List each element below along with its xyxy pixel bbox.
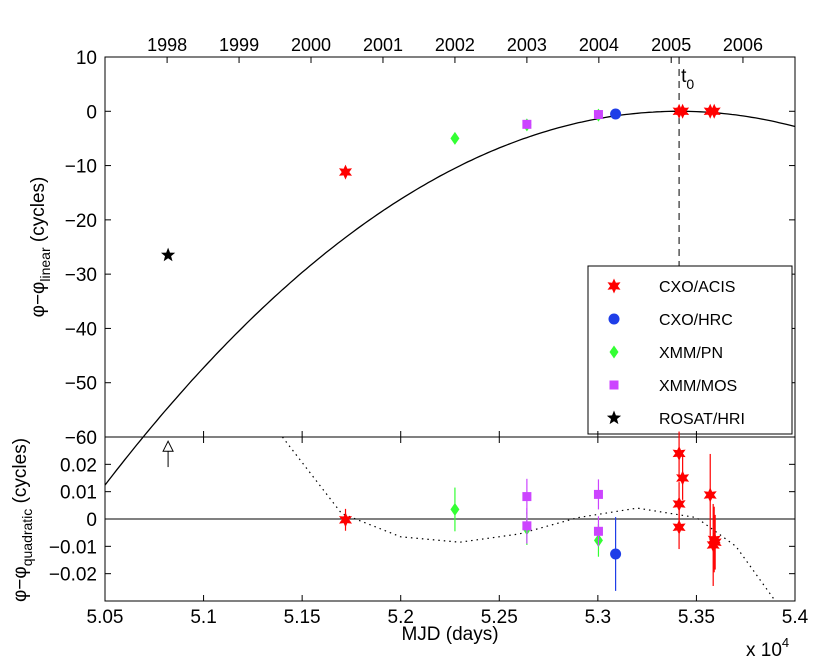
point-cxo-hrc	[610, 108, 622, 120]
t0-label-main: t	[681, 66, 687, 87]
point-cxo-acis	[707, 103, 721, 119]
y-tick-label: 0.02	[60, 455, 97, 476]
residual-point-cxo-acis	[708, 534, 722, 550]
legend-marker-xmm-mos	[609, 380, 619, 390]
top-y-axis-label: φ−φlinear (cycles)	[28, 177, 53, 318]
t0-label: t0	[681, 66, 694, 92]
year-label: 2005	[651, 35, 691, 55]
top-y-label-sub: linear	[37, 247, 53, 282]
residual-point-cxo-acis	[672, 519, 686, 535]
x-multiplier: x 104	[746, 635, 789, 659]
t0-label-sub: 0	[686, 76, 694, 92]
legend-label: CXO/ACIS	[659, 279, 735, 296]
y-tick-label: −60	[65, 428, 97, 449]
legend-marker-rosat-hri	[606, 410, 622, 425]
year-label: 1998	[147, 35, 187, 55]
y-tick-label: 10	[76, 48, 97, 69]
year-label: 2002	[435, 35, 475, 55]
bottom-y-axis-label: φ−φquadratic (cycles)	[10, 438, 35, 602]
top-y-label-unit: (cycles)	[28, 177, 49, 248]
top-y-label-main: φ−φ	[28, 282, 49, 318]
legend-label: XMM/MOS	[659, 378, 737, 395]
y-tick-label: −40	[65, 319, 97, 340]
point-xmm-pn	[450, 131, 460, 145]
top-data-points	[161, 103, 721, 262]
y-tick-label: −0.02	[49, 565, 97, 586]
x-axis-ticks: 5.05 5.1 5.15 5.2 5.25 5.3 5.35 5.4	[87, 431, 809, 628]
y-tick-label: −10	[65, 157, 97, 178]
y-tick-label: 0.01	[60, 483, 97, 504]
residual-point-xmm-pn	[450, 502, 460, 516]
y-tick-label: −30	[65, 265, 97, 286]
year-label: 1999	[219, 35, 259, 55]
bottom-y-label-sub: quadratic	[19, 509, 35, 567]
x-multiplier-base: x 10	[746, 640, 782, 659]
year-label: 2001	[363, 35, 403, 55]
residual-point-cxo-acis	[672, 496, 686, 512]
legend-marker-xmm-pn	[609, 345, 619, 359]
x-tick-label: 5.15	[284, 607, 321, 628]
bottom-y-ticks: 0.02 0.01 0 −0.01 −0.02	[49, 455, 795, 586]
residual-point-cxo-acis	[703, 487, 717, 503]
point-xmm-mos	[522, 119, 532, 129]
top-y-ticks: 10 0 −10 −20 −30 −40 −50 −60	[65, 48, 795, 449]
x-axis-label: MJD (days)	[401, 624, 498, 645]
bottom-panel: 0.02 0.01 0 −0.01 −0.02 φ−φquadratic (cycles…	[10, 431, 796, 602]
legend-label: XMM/PN	[659, 345, 723, 362]
cubic-residual-curve	[105, 436, 795, 602]
residual-point-cxo-acis	[339, 512, 352, 528]
point-cxo-acis	[339, 164, 352, 180]
legend-marker-cxo-hrc	[608, 313, 620, 325]
residual-point-cxo-hrc	[610, 548, 622, 560]
x-tick-label: 5.4	[782, 607, 809, 628]
legend-marker-cxo-acis	[607, 278, 621, 294]
dotted-residual-curve	[281, 436, 776, 602]
legend: CXO/ACIS CXO/HRC XMM/PN XMM/MOS ROSAT/HRI	[587, 265, 793, 435]
y-tick-label: −50	[65, 374, 97, 395]
legend-label: ROSAT/HRI	[659, 411, 745, 428]
bottom-data-points	[162, 431, 722, 591]
residual-point-xmm-mos	[593, 489, 603, 499]
x-tick-label: 5.1	[190, 607, 216, 628]
year-ticks: 1998 1999 2000 2001 2002 2003 2004 2005 2006	[147, 35, 763, 63]
residual-point-cxo-acis	[676, 470, 690, 486]
bottom-y-label-main: φ−φ	[10, 566, 31, 602]
point-rosat-hri	[161, 247, 176, 262]
y-tick-label: −20	[65, 211, 97, 232]
residual-point-xmm-mos	[522, 492, 532, 502]
point-cxo-acis	[676, 103, 690, 119]
x-tick-label: 5.2	[388, 607, 414, 628]
residual-point-cxo-acis	[672, 445, 686, 461]
year-label: 2000	[291, 35, 331, 55]
x-tick-label: 5.25	[481, 607, 518, 628]
year-label: 2004	[579, 35, 619, 55]
point-cxo-acis	[703, 103, 717, 119]
legend-label: CXO/HRC	[659, 312, 733, 329]
y-tick-label: 0	[86, 102, 97, 123]
y-tick-label: 0	[86, 510, 97, 531]
upper-limit-arrow-head	[162, 440, 174, 452]
x-tick-label: 5.35	[678, 607, 715, 628]
x-tick-label: 5.05	[87, 607, 124, 628]
legend-box	[587, 265, 793, 435]
residual-point-xmm-mos	[522, 521, 532, 531]
x-multiplier-exp: 4	[782, 635, 789, 650]
residual-point-xmm-mos	[593, 526, 603, 536]
y-tick-label: −0.01	[49, 537, 97, 558]
top-panel: 10 0 −10 −20 −30 −40 −50 −60 1998 1999 2000 2001 20…	[28, 35, 796, 486]
point-xmm-mos	[593, 110, 603, 120]
bottom-y-label-unit: (cycles)	[10, 438, 31, 509]
year-label: 2006	[723, 35, 763, 55]
x-tick-label: 5.3	[585, 607, 611, 628]
year-label: 2003	[507, 35, 547, 55]
